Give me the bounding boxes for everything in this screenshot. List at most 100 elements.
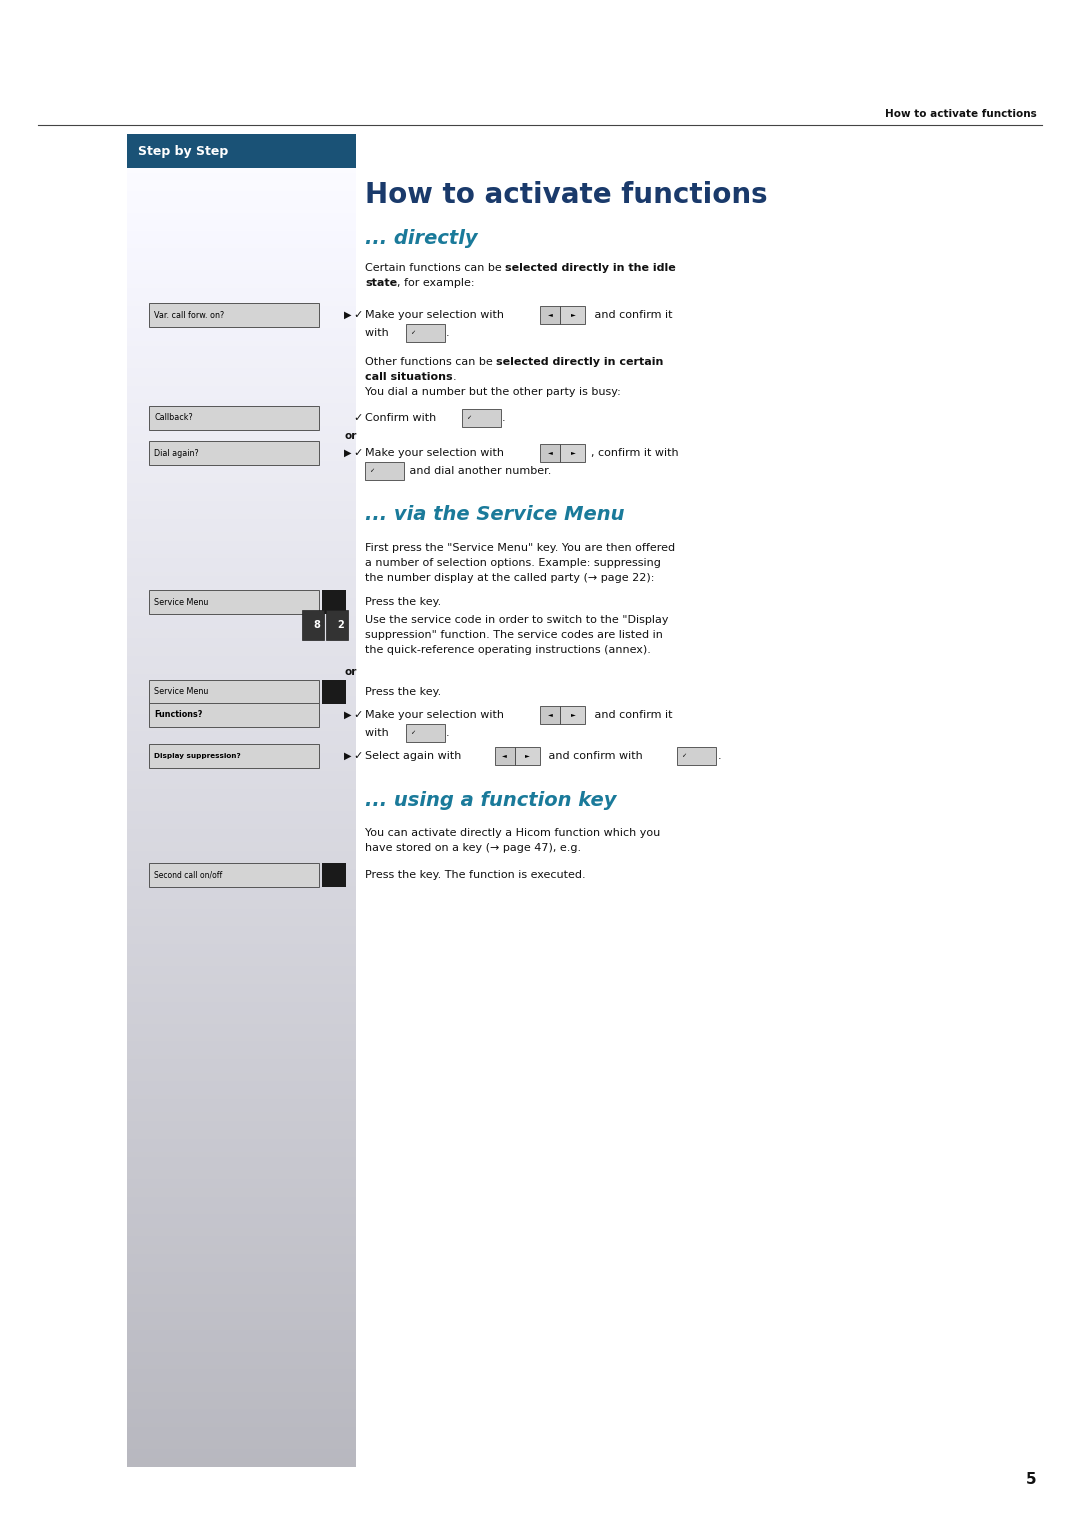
Bar [127, 1245, 356, 1250]
Bar [127, 1427, 356, 1432]
Bar [127, 474, 356, 478]
Text: Certain functions can be: Certain functions can be [365, 263, 505, 274]
Bar [127, 222, 356, 226]
Bar [127, 1232, 356, 1236]
Text: How to activate functions: How to activate functions [365, 180, 768, 209]
Bar [127, 1445, 356, 1449]
Bar [127, 134, 356, 168]
Bar [127, 523, 356, 527]
Bar [127, 280, 356, 284]
Bar [127, 147, 356, 151]
Bar [127, 886, 356, 891]
Bar [127, 380, 356, 385]
Bar [302, 610, 324, 640]
Bar [127, 1449, 356, 1453]
Bar [127, 399, 356, 403]
Bar [127, 1143, 356, 1148]
Text: Press the key.: Press the key. [365, 597, 442, 607]
Bar [127, 625, 356, 630]
Bar [127, 611, 356, 616]
Bar [127, 487, 356, 492]
Bar [127, 1383, 356, 1387]
Text: ✓: ✓ [410, 730, 416, 735]
Bar [127, 270, 356, 275]
Text: the quick-reference operating instructions (annex).: the quick-reference operating instructio… [365, 645, 651, 656]
Bar [127, 872, 356, 877]
Bar [127, 1117, 356, 1122]
Bar [127, 457, 356, 461]
Text: selected directly in the idle: selected directly in the idle [505, 263, 676, 274]
Bar [127, 1268, 356, 1271]
Bar [127, 364, 356, 368]
FancyBboxPatch shape [406, 324, 445, 342]
Text: , for example:: , for example: [397, 278, 475, 287]
Bar [127, 1183, 356, 1187]
Bar [127, 639, 356, 643]
Text: Dial again?: Dial again? [154, 449, 199, 457]
Bar [127, 607, 356, 611]
Bar [127, 1206, 356, 1210]
Bar [127, 1250, 356, 1254]
Text: ✓: ✓ [353, 711, 363, 720]
Bar [127, 691, 356, 695]
Bar [127, 422, 356, 425]
Bar [127, 329, 356, 333]
Bar [127, 975, 356, 979]
Bar [127, 257, 356, 261]
Bar [127, 762, 356, 767]
Bar [127, 905, 356, 909]
Text: You dial a number but the other party is busy:: You dial a number but the other party is… [365, 387, 621, 397]
FancyBboxPatch shape [677, 747, 716, 766]
FancyBboxPatch shape [149, 440, 319, 465]
Bar [127, 567, 356, 571]
Bar [127, 571, 356, 576]
Text: Var. call forw. on?: Var. call forw. on? [154, 310, 225, 319]
Bar [127, 1413, 356, 1418]
Bar [127, 1436, 356, 1441]
Text: ◄: ◄ [548, 451, 553, 455]
Bar [127, 1387, 356, 1392]
Bar [127, 683, 356, 688]
Bar [326, 610, 348, 640]
Text: Press the key. The function is executed.: Press the key. The function is executed. [365, 869, 585, 880]
Text: and confirm it: and confirm it [591, 310, 672, 319]
Bar [127, 466, 356, 469]
Text: with: with [365, 727, 392, 738]
Text: How to activate functions: How to activate functions [885, 108, 1037, 119]
Text: a number of selection options. Example: suppressing: a number of selection options. Example: … [365, 558, 661, 568]
Bar [127, 1392, 356, 1397]
Bar [127, 1215, 356, 1219]
Text: ✓: ✓ [353, 448, 363, 458]
Bar [127, 825, 356, 828]
Bar [127, 1122, 356, 1126]
Bar [127, 984, 356, 989]
Bar [127, 993, 356, 998]
Text: Confirm with: Confirm with [365, 413, 440, 423]
Bar [127, 1005, 356, 1010]
Bar [127, 594, 356, 599]
Bar [127, 1458, 356, 1462]
Bar [127, 333, 356, 336]
Bar [127, 518, 356, 523]
Text: ✓: ✓ [353, 413, 363, 423]
FancyBboxPatch shape [149, 744, 319, 769]
Bar [127, 439, 356, 443]
Text: Second call on/off: Second call on/off [154, 871, 222, 880]
Bar [127, 882, 356, 886]
Bar [127, 828, 356, 833]
Text: ✓: ✓ [353, 750, 363, 761]
Bar [127, 989, 356, 993]
Bar [127, 740, 356, 744]
Bar [127, 1219, 356, 1222]
Bar [127, 776, 356, 779]
Bar [127, 1294, 356, 1299]
Bar [127, 1334, 356, 1339]
Text: ◄: ◄ [548, 313, 553, 318]
Bar [127, 779, 356, 784]
Bar [127, 478, 356, 483]
Bar [127, 390, 356, 394]
Bar [127, 385, 356, 390]
Bar [127, 1329, 356, 1334]
Bar [127, 413, 356, 417]
Bar [127, 200, 356, 203]
